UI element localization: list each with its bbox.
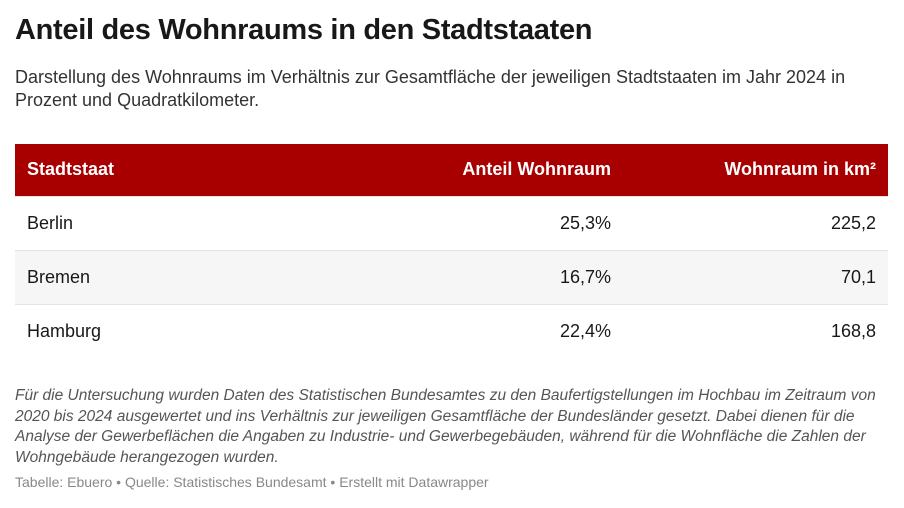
column-header-wohnraum-km2[interactable]: Wohnraum in km² [724, 159, 876, 180]
cell-anteil: 16,7% [559, 266, 611, 287]
cell-km2: 168,8 [830, 320, 876, 341]
cell-anteil: 25,3% [559, 212, 611, 233]
cell-km2: 225,2 [830, 212, 876, 233]
column-header-anteil-wohnraum[interactable]: Anteil Wohnraum [462, 159, 611, 180]
table-header-row: Stadtstaat Anteil Wohnraum Wohnraum in k… [15, 144, 888, 196]
cell-anteil: 22,4% [559, 320, 611, 341]
chart-source: Tabelle: Ebuero • Quelle: Statistisches … [15, 474, 489, 490]
cell-stadtstaat: Hamburg [27, 320, 102, 341]
cell-stadtstaat: Berlin [27, 212, 74, 233]
chart-title: Anteil des Wohnraums in den Stadtstaaten [15, 14, 593, 46]
data-table: Stadtstaat Anteil Wohnraum Wohnraum in k… [15, 144, 888, 358]
table-row: Hamburg 22,4% 168,8 [15, 304, 888, 358]
column-header-stadtstaat[interactable]: Stadtstaat [27, 159, 115, 180]
cell-stadtstaat: Bremen [27, 266, 91, 287]
cell-km2: 70,1 [840, 266, 876, 287]
chart-notes: Für die Untersuchung wurden Daten des St… [15, 387, 876, 466]
table-row: Bremen 16,7% 70,1 [15, 250, 888, 304]
table-row: Berlin 25,3% 225,2 [15, 196, 888, 250]
chart-subtitle: Darstellung des Wohnraums im Verhältnis … [15, 67, 846, 110]
